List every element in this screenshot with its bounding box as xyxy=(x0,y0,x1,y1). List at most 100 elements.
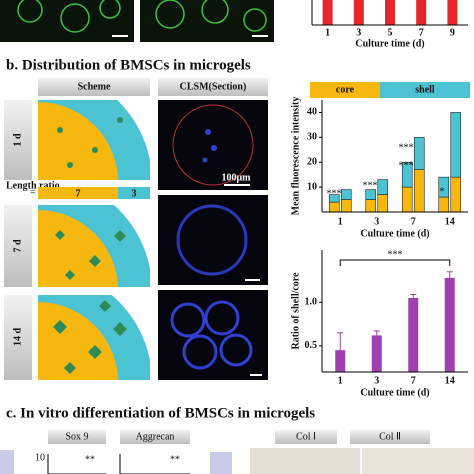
label: 7 xyxy=(76,188,81,199)
outline xyxy=(172,104,254,186)
bar xyxy=(371,335,382,372)
bracket xyxy=(339,259,451,266)
row-label: 1 d xyxy=(12,133,23,147)
x-tick-label: 3 xyxy=(374,216,379,227)
image xyxy=(158,195,268,285)
bar-segment xyxy=(340,199,352,213)
ratio-bar xyxy=(118,187,150,199)
bar-segment xyxy=(438,196,450,213)
chart xyxy=(322,0,458,25)
x-axis-label: Culture time (d) xyxy=(360,228,429,239)
scheme xyxy=(38,205,150,287)
error-bar xyxy=(337,332,344,368)
bar-segment xyxy=(413,169,425,213)
y-axis-label: Ratio of shell/core xyxy=(290,272,301,350)
scheme xyxy=(38,100,150,180)
y-axis-label: Mean fluorescence intensity xyxy=(290,97,301,216)
annotation: *** xyxy=(399,142,414,153)
header-text: Col Ⅱ xyxy=(379,431,401,442)
bar-segment xyxy=(377,194,389,213)
error-bar xyxy=(373,330,380,340)
bar-segment xyxy=(377,179,389,195)
header-text: CLSM(Section) xyxy=(180,81,247,92)
label: 3 xyxy=(132,188,137,199)
error-bar xyxy=(410,293,417,302)
image xyxy=(250,448,360,474)
annotation: *** xyxy=(388,249,403,260)
row-box xyxy=(4,205,32,287)
x-tick-label: 14 xyxy=(445,375,455,386)
x-tick-label: 9 xyxy=(450,27,455,38)
legend-label: shell xyxy=(415,84,435,95)
x-tick-label: 14 xyxy=(445,216,455,227)
x-tick-label: 3 xyxy=(356,27,361,38)
annotation: *** xyxy=(399,160,414,171)
annotation: ** xyxy=(85,454,95,465)
row-box xyxy=(4,295,32,380)
header-text: Aggrecan xyxy=(136,431,175,442)
y-tick-label: 0.5 xyxy=(305,340,318,351)
image xyxy=(0,450,14,474)
panel-title: c. In vitro differentiation of BMSCs in … xyxy=(6,405,315,421)
bar-segment xyxy=(340,189,352,200)
y-tick-label: 40 xyxy=(307,107,317,118)
header-text: Col Ⅰ xyxy=(296,431,316,442)
row-box xyxy=(4,100,32,180)
x-tick-label: 5 xyxy=(388,27,393,38)
bar-segment xyxy=(328,194,340,203)
x-tick-label: 3 xyxy=(374,375,379,386)
bar xyxy=(353,0,364,25)
bar-segment xyxy=(401,161,413,188)
cells xyxy=(170,300,253,370)
header xyxy=(158,78,268,96)
header xyxy=(48,430,106,444)
ratio-bar xyxy=(38,187,118,199)
header-text: Scheme xyxy=(78,81,111,92)
y-tick-label: 30 xyxy=(307,132,317,143)
x-tick-label: 7 xyxy=(411,216,416,227)
legend-swatch xyxy=(380,82,470,98)
y-tick-label: 10 xyxy=(307,181,317,192)
bar xyxy=(322,0,333,25)
y-tick-label: 20 xyxy=(307,157,317,168)
label: = xyxy=(30,187,36,198)
row-label: 14 d xyxy=(12,328,23,347)
annotation: *** xyxy=(363,180,378,191)
x-tick-label: 7 xyxy=(411,375,416,386)
image xyxy=(362,448,474,474)
bar xyxy=(447,0,458,25)
header xyxy=(350,430,430,444)
panel-title: b. Distribution of BMSCs in microgels xyxy=(6,57,251,73)
bar-segment xyxy=(413,137,425,170)
bar xyxy=(408,297,419,372)
annotation: ** xyxy=(170,454,180,465)
error-bar xyxy=(446,271,453,284)
y-tick-label: 10 xyxy=(35,452,45,463)
cells xyxy=(176,204,248,276)
legend-label: core xyxy=(336,84,355,95)
bar xyxy=(444,277,455,372)
cells xyxy=(17,0,267,33)
header-text: Sox 9 xyxy=(65,431,88,442)
x-axis-label: Culture time (d) xyxy=(360,387,429,398)
bar-segment xyxy=(438,176,450,198)
header xyxy=(38,78,150,96)
bar-segment xyxy=(365,189,377,200)
x-tick-label: 1 xyxy=(338,216,343,227)
header xyxy=(120,430,190,444)
scheme xyxy=(38,295,150,380)
header xyxy=(275,430,337,444)
x-tick-label: 1 xyxy=(325,27,330,38)
image xyxy=(158,100,268,190)
bar-segment xyxy=(401,186,413,213)
bar xyxy=(416,0,427,25)
cells xyxy=(202,129,217,163)
x-tick-label: 1 xyxy=(338,375,343,386)
x-tick-label: 7 xyxy=(419,27,424,38)
bar xyxy=(385,0,395,25)
y-tick-label: 1.0 xyxy=(305,297,318,308)
legend-swatch xyxy=(310,82,380,98)
annotation: * xyxy=(440,186,445,197)
bar-segment xyxy=(450,112,462,178)
